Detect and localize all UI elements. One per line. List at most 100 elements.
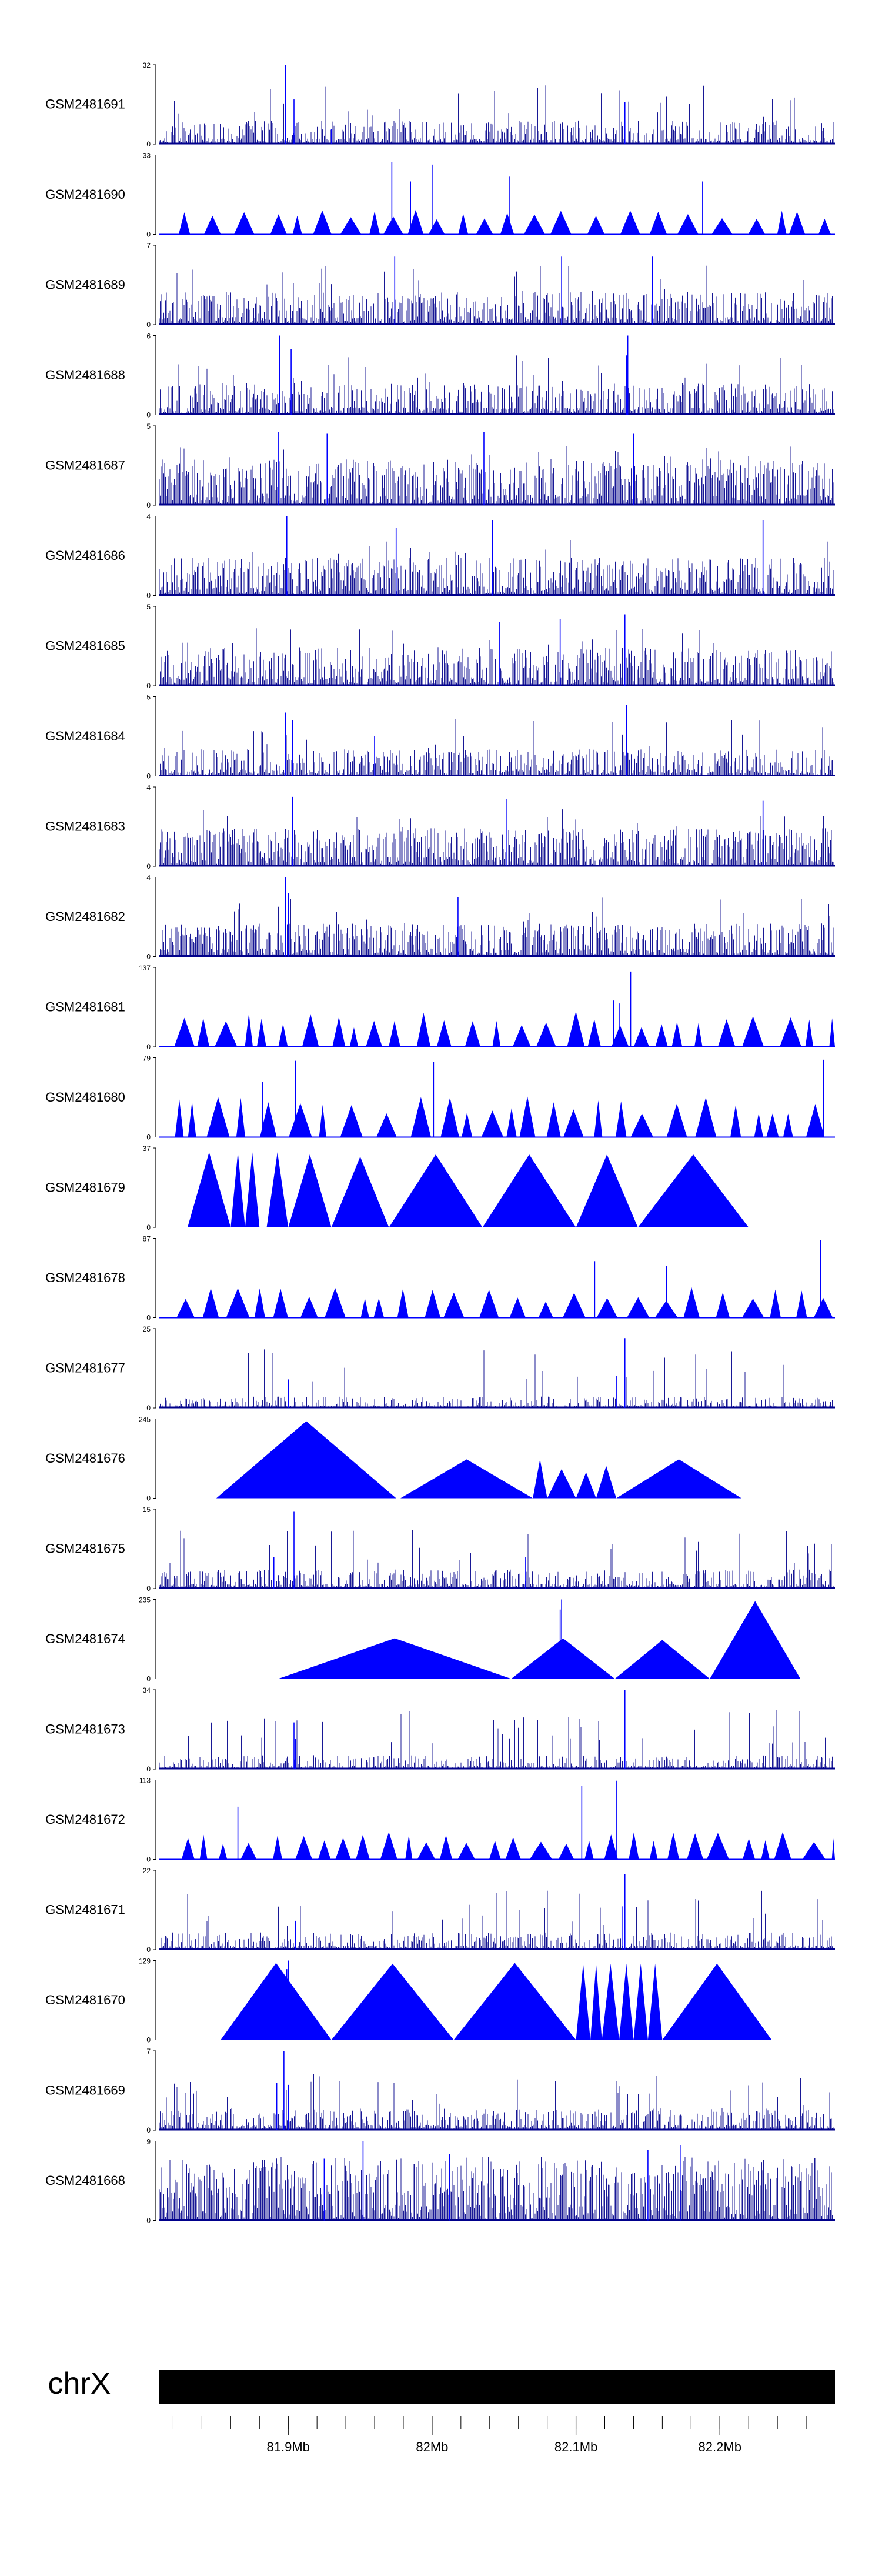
track-label: GSM2481672 bbox=[45, 1812, 125, 1827]
y-min-label: 0 bbox=[146, 1675, 151, 1683]
coverage-signal bbox=[159, 536, 834, 596]
track-GSM2481676: GSM2481676 245 0 bbox=[45, 1416, 741, 1503]
coverage-triangle bbox=[710, 1601, 801, 1679]
y-min-label: 0 bbox=[146, 1223, 151, 1232]
track-panel: GSM2481691320GSM2481690330GSM248168970GS… bbox=[45, 61, 835, 2225]
coverage-triangle bbox=[220, 1963, 332, 2040]
coverage-triangle bbox=[558, 1843, 574, 1860]
coverage-triangle bbox=[457, 1843, 475, 1860]
coverage-signal bbox=[159, 2157, 834, 2221]
coverage-signal bbox=[159, 1349, 834, 1408]
coverage-triangle bbox=[175, 1099, 184, 1137]
coverage-triangle bbox=[611, 1025, 629, 1047]
coverage-triangle bbox=[369, 211, 380, 235]
coverage-triangle bbox=[458, 213, 469, 235]
coverage-triangle bbox=[594, 1100, 603, 1137]
track-GSM2481672: GSM2481672 113 0 bbox=[45, 1777, 835, 1864]
y-min-label: 0 bbox=[146, 1404, 151, 1412]
coverage-triangle bbox=[288, 1154, 332, 1227]
coverage-triangle bbox=[777, 211, 787, 235]
track-GSM2481681: GSM2481681 137 0 bbox=[45, 964, 835, 1051]
y-max-label: 33 bbox=[143, 152, 151, 160]
track-label: GSM2481684 bbox=[45, 729, 125, 743]
coverage-triangle bbox=[254, 1288, 265, 1318]
coverage-triangle bbox=[533, 1459, 547, 1499]
coverage-triangle bbox=[523, 214, 545, 235]
y-max-label: 6 bbox=[146, 332, 151, 341]
coverage-signal bbox=[159, 626, 834, 686]
coverage-triangle bbox=[482, 1154, 576, 1227]
track-label: GSM2481685 bbox=[45, 639, 125, 653]
track-label: GSM2481678 bbox=[45, 1270, 125, 1285]
coverage-signal bbox=[159, 1529, 834, 1589]
track-label: GSM2481688 bbox=[45, 368, 125, 382]
coverage-triangle bbox=[711, 218, 733, 235]
coverage-triangle bbox=[410, 1097, 431, 1137]
coverage-triangle bbox=[633, 1027, 650, 1047]
track-GSM2481687: GSM2481687 5 0 bbox=[45, 422, 835, 509]
coverage-signal bbox=[160, 1890, 834, 1950]
coverage-triangle bbox=[462, 1112, 473, 1137]
coverage-triangle bbox=[633, 1963, 648, 2040]
coverage-signal bbox=[159, 265, 834, 325]
track-GSM2481669: GSM2481669 7 0 bbox=[45, 2047, 835, 2134]
chromosome-ideogram-bar bbox=[159, 2370, 835, 2404]
coverage-triangle bbox=[340, 1105, 363, 1137]
coverage-triangle bbox=[813, 1297, 833, 1318]
coverage-triangle bbox=[677, 214, 699, 235]
track-GSM2481688: GSM2481688 6 0 bbox=[45, 332, 835, 419]
y-min-label: 0 bbox=[146, 1946, 151, 1954]
coverage-triangle bbox=[506, 1108, 517, 1137]
coverage-triangle bbox=[188, 1101, 196, 1137]
coverage-triangle bbox=[256, 1019, 266, 1047]
coverage-triangle bbox=[405, 1835, 413, 1860]
coverage-triangle bbox=[360, 1298, 369, 1318]
coverage-triangle bbox=[706, 1833, 729, 1860]
coverage-triangle bbox=[313, 210, 332, 235]
track-GSM2481686: GSM2481686 4 0 bbox=[45, 513, 835, 600]
axis-tick-label: 82.1Mb bbox=[554, 2440, 597, 2454]
y-min-label: 0 bbox=[146, 1314, 151, 1322]
coverage-triangle bbox=[741, 1298, 764, 1318]
coverage-triangle bbox=[620, 211, 640, 235]
coverage-triangle bbox=[380, 1831, 397, 1860]
coverage-triangle bbox=[805, 1019, 814, 1047]
y-min-label: 0 bbox=[146, 501, 151, 509]
coverage-triangle bbox=[300, 1296, 318, 1318]
coverage-triangle bbox=[630, 1113, 653, 1137]
coverage-signal bbox=[159, 355, 834, 415]
coverage-triangle bbox=[538, 1302, 553, 1318]
coverage-triangle bbox=[615, 1101, 627, 1137]
coverage-triangle bbox=[197, 1018, 210, 1047]
coverage-triangle bbox=[519, 1096, 536, 1137]
coverage-triangle bbox=[325, 1287, 346, 1318]
y-max-label: 5 bbox=[146, 422, 151, 431]
axis-tick-label: 81.9Mb bbox=[267, 2440, 310, 2454]
coverage-triangle bbox=[439, 1835, 453, 1860]
coverage-triangle bbox=[694, 1023, 703, 1047]
y-max-label: 129 bbox=[139, 1957, 151, 1966]
coverage-triangle bbox=[511, 1638, 615, 1679]
coverage-triangle bbox=[476, 218, 493, 235]
coverage-triangle bbox=[806, 1103, 825, 1137]
coverage-triangle bbox=[509, 1297, 526, 1318]
coverage-triangle bbox=[584, 1841, 594, 1860]
coverage-triangle bbox=[349, 1027, 359, 1047]
coverage-signal bbox=[159, 1710, 834, 1769]
track-GSM2481668: GSM2481668 9 0 bbox=[45, 2138, 835, 2225]
coverage-triangle bbox=[443, 1292, 465, 1318]
coverage-triangle bbox=[783, 1113, 793, 1137]
y-max-label: 4 bbox=[146, 783, 151, 792]
track-label: GSM2481670 bbox=[45, 1993, 125, 2007]
y-max-label: 22 bbox=[143, 1867, 151, 1875]
coverage-triangle bbox=[236, 1097, 245, 1137]
y-min-label: 0 bbox=[146, 862, 151, 870]
coverage-triangle bbox=[829, 1018, 835, 1047]
y-max-label: 34 bbox=[143, 1686, 151, 1694]
track-label: GSM2481691 bbox=[45, 97, 125, 112]
coverage-triangle bbox=[637, 1154, 749, 1227]
track-label: GSM2481673 bbox=[45, 1722, 125, 1737]
y-min-label: 0 bbox=[146, 953, 151, 961]
track-GSM2481673: GSM2481673 34 0 bbox=[45, 1686, 835, 1773]
genome-axis: 81.9Mb 82Mb 82.1Mb 82.2Mb bbox=[172, 2416, 807, 2454]
